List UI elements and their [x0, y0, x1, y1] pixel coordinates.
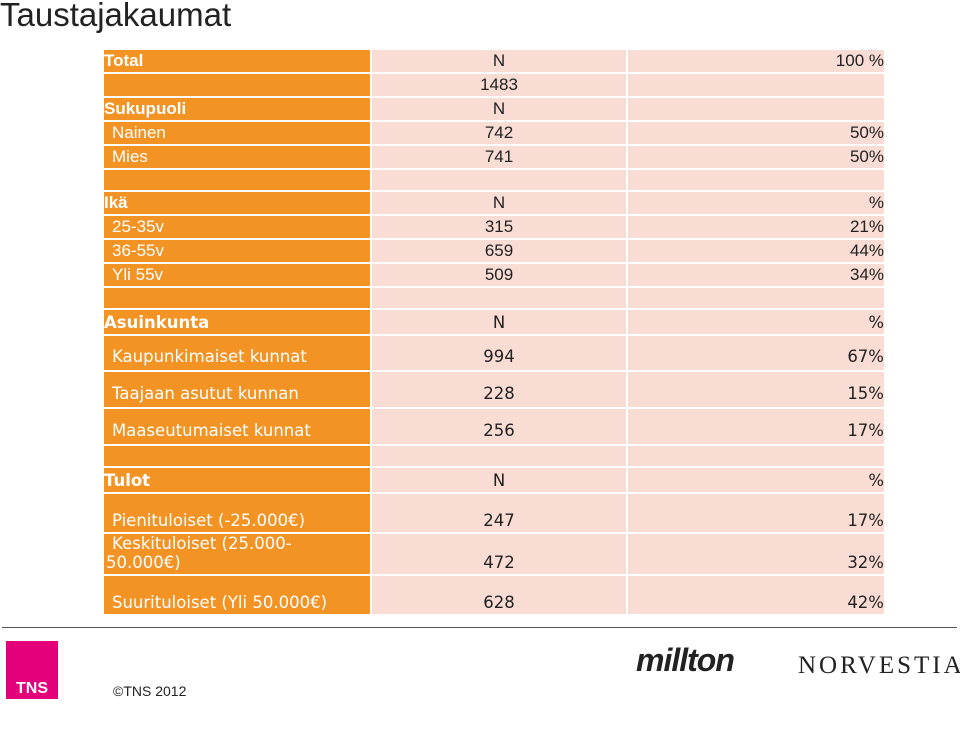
pct-value: 67%: [628, 336, 884, 372]
row-label: Yli 55v: [104, 264, 372, 288]
pct-value: 34%: [628, 264, 884, 288]
table-row: Ikä N %: [104, 192, 884, 216]
n-value: 741: [372, 146, 628, 170]
empty-cell: [104, 74, 372, 98]
n-value: 315: [372, 216, 628, 240]
table-row: Maaseutumaiset kunnat 256 17%: [104, 409, 884, 446]
n-header: N: [372, 192, 628, 216]
empty-cell: [628, 98, 884, 122]
row-label: Taajaan asutut kunnan: [104, 372, 372, 409]
table-row: Kaupunkimaiset kunnat 994 67%: [104, 336, 884, 372]
n-value: 509: [372, 264, 628, 288]
tns-logo: TNS: [6, 641, 58, 699]
pct-value: 42%: [628, 576, 884, 616]
row-label: Keskituloiset (25.000- 50.000€): [104, 534, 372, 576]
n-header: N: [372, 50, 628, 74]
n-value: 742: [372, 122, 628, 146]
table-row: Sukupuoli N: [104, 98, 884, 122]
n-header: N: [372, 98, 628, 122]
table-row: Nainen 742 50%: [104, 122, 884, 146]
pct-header: %: [628, 310, 884, 336]
spacer-row: [104, 288, 884, 310]
n-value: 659: [372, 240, 628, 264]
row-label: Nainen: [104, 122, 372, 146]
n-header: N: [372, 468, 628, 494]
row-label: Pienituloiset (-25.000€): [104, 494, 372, 534]
section-label-housing: Asuinkunta: [104, 310, 372, 336]
row-label: 36-55v: [104, 240, 372, 264]
section-label-income: Tulot: [104, 468, 372, 494]
section-label-age: Ikä: [104, 192, 372, 216]
n-value: 994: [372, 336, 628, 372]
pct-value: 44%: [628, 240, 884, 264]
table-row: Suurituloiset (Yli 50.000€) 628 42%: [104, 576, 884, 616]
copyright-text: ©TNS 2012: [113, 683, 187, 699]
page-title: Taustajakaumat: [0, 0, 232, 33]
pct-value: 17%: [628, 409, 884, 446]
pct-value: 32%: [628, 534, 884, 576]
row-label: Suurituloiset (Yli 50.000€): [104, 576, 372, 616]
n-value: 628: [372, 576, 628, 616]
pct-header: %: [628, 192, 884, 216]
row-label: Kaupunkimaiset kunnat: [104, 336, 372, 372]
row-label: Maaseutumaiset kunnat: [104, 409, 372, 446]
n-value: 247: [372, 494, 628, 534]
table-row: Tulot N %: [104, 468, 884, 494]
n-value: 472: [372, 534, 628, 576]
table-row: Taajaan asutut kunnan 228 15%: [104, 372, 884, 409]
table-row: 36-55v 659 44%: [104, 240, 884, 264]
section-label-total: Total: [104, 50, 372, 74]
pct-value: 15%: [628, 372, 884, 409]
table-row: 25-35v 315 21%: [104, 216, 884, 240]
pct-value: 50%: [628, 122, 884, 146]
pct-value: 21%: [628, 216, 884, 240]
row-label: Mies: [104, 146, 372, 170]
empty-cell: [628, 74, 884, 98]
pct-header: %: [628, 468, 884, 494]
table-row: Pienituloiset (-25.000€) 247 17%: [104, 494, 884, 534]
n-value: 228: [372, 372, 628, 409]
pct-value: 17%: [628, 494, 884, 534]
table-row: Asuinkunta N %: [104, 310, 884, 336]
footer-divider: [2, 627, 957, 628]
table-row: Mies 741 50%: [104, 146, 884, 170]
n-header: N: [372, 310, 628, 336]
pct-header: 100 %: [628, 50, 884, 74]
table-row: Total N 100 %: [104, 50, 884, 74]
norvestia-logo: NORVESTIA: [798, 652, 960, 679]
table-row: Yli 55v 509 34%: [104, 264, 884, 288]
table-row: 1483: [104, 74, 884, 98]
section-label-gender: Sukupuoli: [104, 98, 372, 122]
n-value: 1483: [372, 74, 628, 98]
distribution-table: Total N 100 % 1483 Sukupuoli N Nainen 74…: [104, 50, 884, 616]
table-row: Keskituloiset (25.000- 50.000€) 472 32%: [104, 534, 884, 576]
spacer-row: [104, 170, 884, 192]
pct-value: 50%: [628, 146, 884, 170]
row-label: 25-35v: [104, 216, 372, 240]
n-value: 256: [372, 409, 628, 446]
milton-logo: millton: [636, 642, 735, 678]
spacer-row: [104, 446, 884, 468]
